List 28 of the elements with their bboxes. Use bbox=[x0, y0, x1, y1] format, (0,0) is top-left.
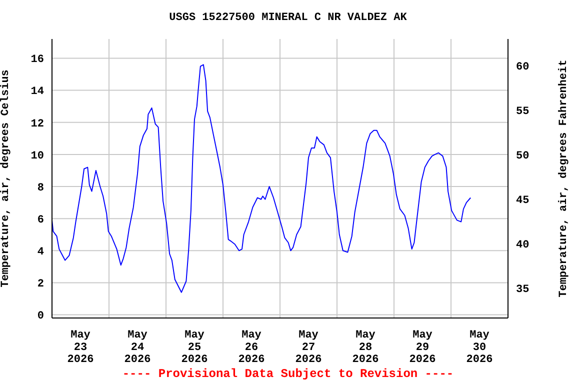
y-axis-title: Temperature, air, degrees Celsius bbox=[0, 70, 12, 288]
x-tick-label: May 29 2026 bbox=[409, 330, 436, 366]
y-tick-label: 8 bbox=[37, 182, 44, 194]
y-tick-label: 0 bbox=[37, 310, 44, 323]
y-tick-label: 4 bbox=[37, 246, 44, 259]
y2-tick-label: 60 bbox=[516, 61, 530, 74]
line-series bbox=[52, 64, 472, 293]
y-tick-label: 10 bbox=[30, 150, 44, 162]
x-tick-label: May 27 2026 bbox=[295, 330, 322, 366]
y2-tick-label: 50 bbox=[516, 150, 530, 162]
x-tick-label: May 28 2026 bbox=[352, 330, 379, 366]
y2-tick-label: 40 bbox=[516, 239, 530, 252]
y-tick-label: 14 bbox=[30, 86, 44, 98]
x-tick-label: May 23 2026 bbox=[67, 330, 94, 366]
y2-tick-label: 45 bbox=[516, 194, 530, 207]
text: ---- Provisional Data Subject to Revision ---- bbox=[121, 367, 455, 381]
chart-title: USGS 15227500 MINERAL C NR VALDEZ AK bbox=[168, 12, 408, 24]
x-tick-label: May 30 2026 bbox=[466, 330, 493, 366]
y2-tick-label: 35 bbox=[516, 284, 530, 296]
x-tick-label: May 24 2026 bbox=[124, 330, 151, 366]
y-tick-label: 12 bbox=[30, 118, 44, 130]
y-tick-label: 2 bbox=[37, 278, 44, 291]
x-tick-label: May 26 2026 bbox=[238, 330, 265, 366]
x-tick-label: May 25 2026 bbox=[181, 330, 208, 366]
y2-axis-title: Temperature, air, degrees Fahrenheit bbox=[558, 60, 570, 298]
y-tick-label: 16 bbox=[30, 54, 44, 66]
y2-tick-label: 55 bbox=[516, 106, 530, 118]
y-tick-label: 6 bbox=[37, 214, 44, 226]
